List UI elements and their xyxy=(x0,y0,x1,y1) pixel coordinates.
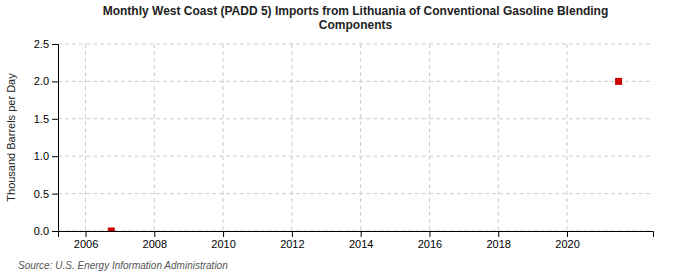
grid-line xyxy=(223,44,224,231)
grid-line xyxy=(58,193,653,194)
tick-mark xyxy=(223,231,224,237)
grid-line xyxy=(291,44,292,231)
tick: 2.5 xyxy=(34,38,58,50)
tick: 2020 xyxy=(555,231,579,250)
tick-mark xyxy=(86,231,87,237)
tick-label: 2008 xyxy=(143,238,167,250)
tick-mark xyxy=(52,81,58,82)
annotation: Source: U.S. Energy Information Administ… xyxy=(18,260,228,271)
tick-label: 2.5 xyxy=(34,38,49,50)
tick-label: 1.0 xyxy=(34,150,49,162)
plot: 2006 2008 2010 2012 2014 2016 2018 2020 0.0 0.5 1.… xyxy=(34,38,654,250)
tick-mark xyxy=(52,119,58,120)
tick: 2010 xyxy=(211,231,235,250)
tick-mark xyxy=(154,231,155,237)
tick: 1.0 xyxy=(34,150,58,162)
tick-label: 0.0 xyxy=(34,225,49,237)
tick-mark xyxy=(498,231,499,237)
tick: 0.0 xyxy=(34,225,58,237)
tick-mark xyxy=(292,231,293,237)
grid-line xyxy=(154,44,155,231)
x-axis: 2006 2008 2010 2012 2014 2016 2018 2020 xyxy=(59,231,654,250)
grid-line xyxy=(567,44,568,231)
grid-line xyxy=(58,118,653,119)
tick: 2008 xyxy=(143,231,167,250)
y-axis: 0.0 0.5 1.0 1.5 2.0 2.5 xyxy=(34,38,59,237)
tick-mark xyxy=(52,231,58,232)
grid-line xyxy=(58,156,653,157)
tick-mark xyxy=(52,156,58,157)
grid-line xyxy=(58,81,653,82)
tick-mark xyxy=(361,231,362,237)
grid-line xyxy=(58,44,653,45)
tick-label: 2.0 xyxy=(34,75,49,87)
tick: 2006 xyxy=(74,231,98,250)
tick: 2.0 xyxy=(34,75,58,87)
y-axis-title: Thousand Barrels per Day xyxy=(5,73,17,202)
point xyxy=(615,78,622,85)
tick-mark xyxy=(567,231,568,237)
tick: 1.5 xyxy=(34,113,58,125)
tick: 0.5 xyxy=(34,188,58,200)
tick-label: 2020 xyxy=(555,238,579,250)
tick: 2012 xyxy=(280,231,304,250)
grid-line xyxy=(429,44,430,231)
grid xyxy=(58,44,653,231)
points xyxy=(108,78,622,231)
tick-label: 2018 xyxy=(486,238,510,250)
tick-mark xyxy=(52,44,58,45)
grid-line xyxy=(498,44,499,231)
tick: 2014 xyxy=(349,231,373,250)
tick-mark xyxy=(52,194,58,195)
tick-label: 2006 xyxy=(74,238,98,250)
tick: 2018 xyxy=(486,231,510,250)
tick-label: 1.5 xyxy=(34,113,49,125)
x-axis-line xyxy=(59,232,654,238)
tick: 2016 xyxy=(418,231,442,250)
tick-label: 0.5 xyxy=(34,188,49,200)
tick-label: 2012 xyxy=(280,238,304,250)
tick-label: 2010 xyxy=(211,238,235,250)
chart: 2006 2008 2010 2012 2014 2016 2018 2020 0.0 0.5 1.… xyxy=(0,0,675,275)
grid-line xyxy=(85,44,86,231)
tick-mark xyxy=(429,231,430,237)
y-axis-line xyxy=(52,45,59,232)
tick-label: 2016 xyxy=(418,238,442,250)
grid-line xyxy=(360,44,361,231)
title: Monthly West Coast (PADD 5) Imports from… xyxy=(103,4,609,32)
point xyxy=(108,228,115,232)
tick-label: 2014 xyxy=(349,238,373,250)
